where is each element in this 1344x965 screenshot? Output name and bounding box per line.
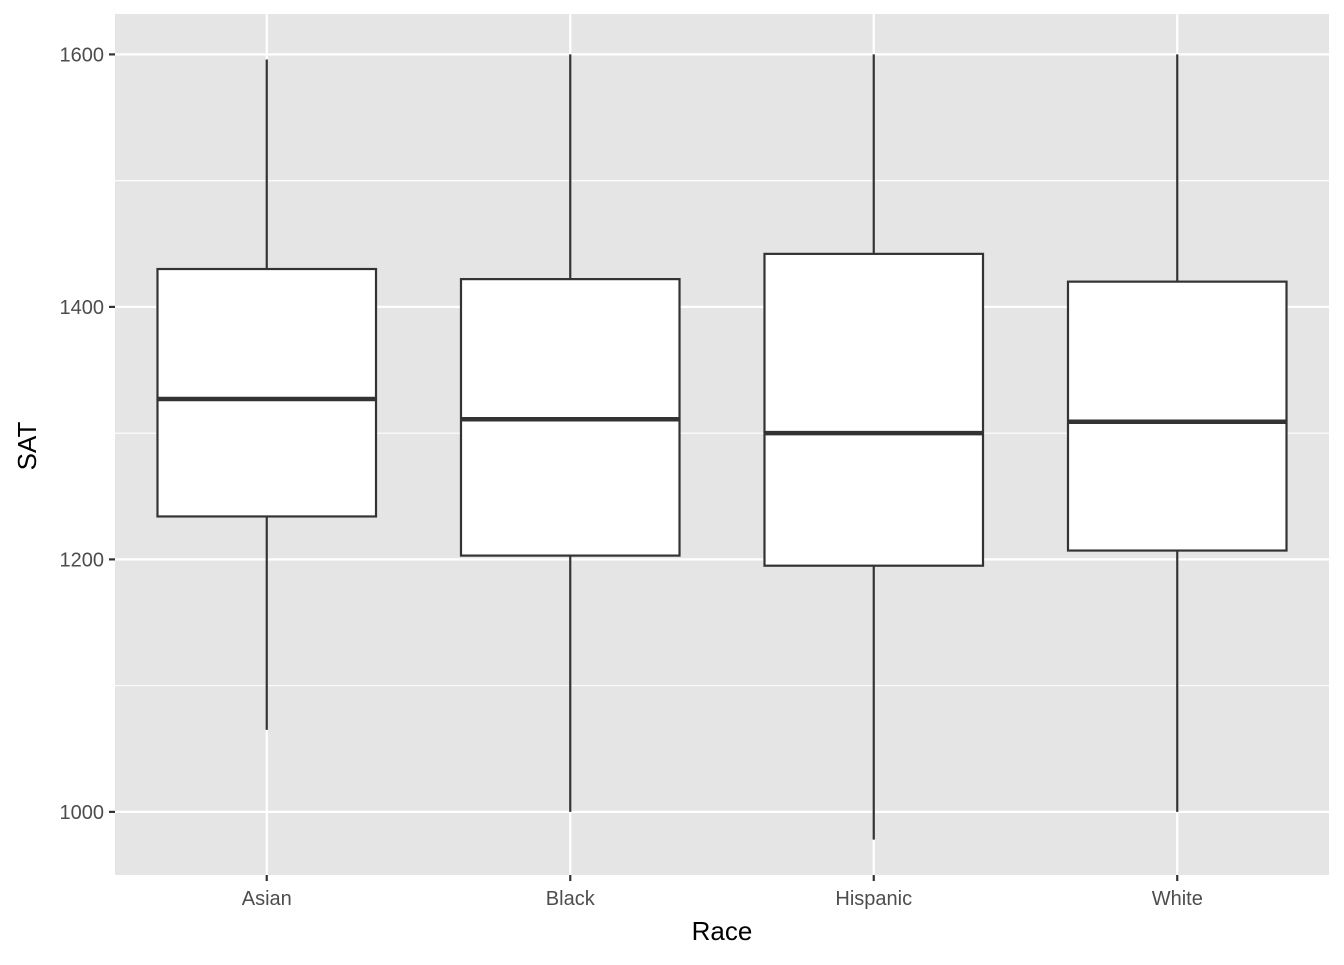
y-axis-ticks: 1000 1200 1400 1600 (60, 44, 115, 824)
x-tick-label: Hispanic (835, 888, 912, 910)
y-axis-title: SAT (12, 422, 42, 471)
box-asian (156, 59, 378, 730)
box-black (459, 54, 681, 812)
x-tick-label: Asian (242, 888, 292, 910)
x-tick-label: White (1152, 888, 1203, 910)
box-white (1066, 54, 1288, 812)
box-hispanic (763, 54, 985, 840)
y-tick-label: 1000 (60, 802, 105, 824)
box-group (156, 54, 1288, 840)
y-tick-label: 1600 (60, 44, 105, 66)
y-tick-label: 1200 (60, 549, 105, 571)
box-iqr (1066, 280, 1288, 552)
y-tick-label: 1400 (60, 297, 105, 319)
box-iqr (763, 252, 985, 567)
x-tick-label: Black (546, 888, 596, 910)
box-iqr (156, 267, 378, 518)
x-axis-ticks: Asian Black Hispanic White (242, 875, 1203, 910)
x-axis-title: Race (692, 916, 753, 946)
